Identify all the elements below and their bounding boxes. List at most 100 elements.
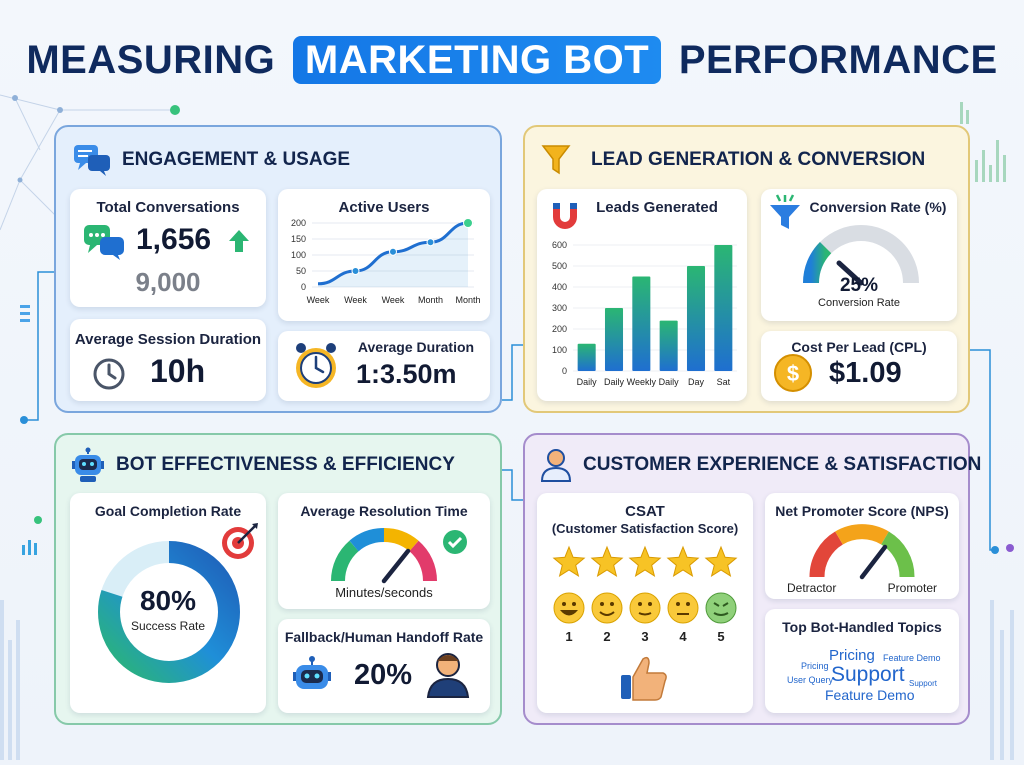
x-tick-label: Daily <box>577 377 598 387</box>
x-tick-label: Daily <box>604 377 625 387</box>
resolution-time-card: Average Resolution Time Minutes/seconds <box>278 493 490 609</box>
title-part-2: PERFORMANCE <box>678 38 998 82</box>
avg-session-card: Average Session Duration 10h <box>70 319 266 401</box>
star-icon <box>704 545 738 577</box>
conversion-gauge <box>802 225 919 286</box>
page-title: MEASURING MARKETING BOT PERFORMANCE <box>0 36 1024 84</box>
y-tick-label: 50 <box>296 266 306 276</box>
y-tick-label: 0 <box>562 366 567 376</box>
active-users-card: Active Users 200 150 100 50 0 Week Week Week Mon… <box>278 189 490 321</box>
resolution-time-sub: Minutes/seconds <box>335 585 433 600</box>
up-arrow-icon <box>229 230 249 252</box>
csat-scale-label: 1 <box>565 629 573 644</box>
happy-face-icon <box>591 592 623 624</box>
conversion-rate-sub: Conversion Rate <box>818 297 900 309</box>
x-tick-label: Week <box>344 295 367 305</box>
leads-bar <box>714 245 733 371</box>
total-conversations-value: 1,656 <box>136 223 212 256</box>
y-tick-label: 400 <box>552 282 567 292</box>
y-tick-label: 200 <box>552 324 567 334</box>
nps-promoter-label: Promoter <box>887 581 937 595</box>
goal-completion-value: 80% <box>139 585 197 616</box>
total-conversations-secondary: 9,000 <box>135 267 201 297</box>
topics-word-cloud: Pricing Feature Demo Pricing Support Use… <box>765 641 959 711</box>
goal-completion-donut <box>98 541 240 683</box>
conversion-rate-label: Conversion Rate (%) <box>809 199 947 215</box>
funnel-icon <box>541 145 571 175</box>
y-tick-label: 100 <box>291 250 306 260</box>
top-topics-card: Top Bot-Handled Topics Pricing Feature D… <box>765 609 959 713</box>
leads-bar <box>577 343 596 371</box>
cpl-value: $1.09 <box>829 357 902 389</box>
csat-scale-label: 5 <box>717 629 725 644</box>
topic-word: Pricing <box>801 661 829 671</box>
y-tick-label: 150 <box>291 234 306 244</box>
goal-completion-sub: Success Rate <box>130 619 206 633</box>
total-conversations-label: Total Conversations <box>96 199 240 216</box>
lead-heading: LEAD GENERATION & CONVERSION <box>541 143 925 177</box>
topic-word: Support <box>831 663 905 686</box>
bot-heading: BOT EFFECTIVENESS & EFFICIENCY <box>70 447 455 483</box>
title-highlight: MARKETING BOT <box>292 36 662 84</box>
csat-label: CSAT <box>625 503 665 520</box>
conversion-rate-value: 25% <box>839 275 879 296</box>
leads-bar <box>686 266 706 371</box>
cpl-label: Cost Per Lead (CPL) <box>791 339 927 355</box>
checkmark-icon <box>443 530 467 554</box>
star-icon <box>552 545 586 577</box>
active-users-label: Active Users <box>338 199 430 216</box>
cx-heading-text: CUSTOMER EXPERIENCE & SATISFACTION <box>583 454 982 475</box>
handoff-card: Fallback/Human Handoff Rate 20% <box>278 619 490 713</box>
csat-scale-label: 3 <box>641 629 649 644</box>
very-happy-face-icon <box>553 592 585 624</box>
nps-gauge <box>809 524 915 580</box>
star-icon <box>666 545 700 577</box>
leads-generated-card: Leads Generated 600 500 400 300 200 100 0 Daily… <box>537 189 747 401</box>
x-tick-label: Week <box>307 295 330 305</box>
alarm-clock-icon <box>296 343 336 388</box>
csat-emoji-scale <box>553 592 737 624</box>
x-tick-label: Weekly <box>627 377 657 387</box>
active-users-point <box>389 247 397 256</box>
lead-heading-text: LEAD GENERATION & CONVERSION <box>591 149 926 170</box>
x-tick-label: Day <box>688 377 705 387</box>
dollar-coin-icon: $ <box>774 354 812 392</box>
chat-bubbles-icon <box>74 145 110 176</box>
engagement-panel: ENGAGEMENT & USAGE Total Conversations 1… <box>54 125 502 413</box>
cpl-card: Cost Per Lead (CPL) $ $1.09 <box>761 331 957 401</box>
customer-experience-panel: CUSTOMER EXPERIENCE & SATISFACTION CSAT … <box>523 433 981 725</box>
bot-effectiveness-panel: BOT EFFECTIVENESS & EFFICIENCY Goal Comp… <box>54 433 502 725</box>
resolution-time-label: Average Resolution Time <box>300 503 468 519</box>
csat-sublabel: (Customer Satisfaction Score) <box>551 521 739 536</box>
lead-generation-panel: LEAD GENERATION & CONVERSION Leads Gener… <box>523 125 970 413</box>
conversion-rate-card: Conversion Rate (%) 25% Conversion Rate <box>761 189 957 321</box>
topic-word: Pricing <box>829 647 875 664</box>
leads-bar <box>604 308 624 371</box>
active-users-point <box>426 238 435 247</box>
clock-icon <box>93 358 125 390</box>
x-tick-label: Sat <box>717 377 731 387</box>
sick-face-icon <box>705 592 737 624</box>
csat-scale-labels: 1 2 3 4 5 <box>551 629 741 647</box>
y-tick-label: 100 <box>552 345 567 355</box>
leads-bar <box>659 320 678 371</box>
y-tick-label: 600 <box>552 240 567 250</box>
x-tick-label: Daily <box>659 377 680 387</box>
target-icon <box>222 523 258 559</box>
thumbs-up-icon <box>621 656 667 701</box>
avg-duration-card: Average Duration 1:3.50m <box>278 331 490 401</box>
active-users-point <box>351 267 360 275</box>
engagement-heading-text: ENGAGEMENT & USAGE <box>122 149 351 170</box>
topic-word: Feature Demo <box>883 653 941 663</box>
slight-smile-face-icon <box>629 592 661 624</box>
y-tick-label: 300 <box>552 303 567 313</box>
user-icon <box>540 449 572 482</box>
svg-text:$: $ <box>787 361 799 386</box>
nps-card: Net Promoter Score (NPS) Detractor Promo… <box>765 493 959 599</box>
title-part-1: MEASURING <box>26 38 276 82</box>
total-conversations-card: Total Conversations 1,656 9,000 <box>70 189 266 307</box>
y-tick-label: 0 <box>301 282 306 292</box>
